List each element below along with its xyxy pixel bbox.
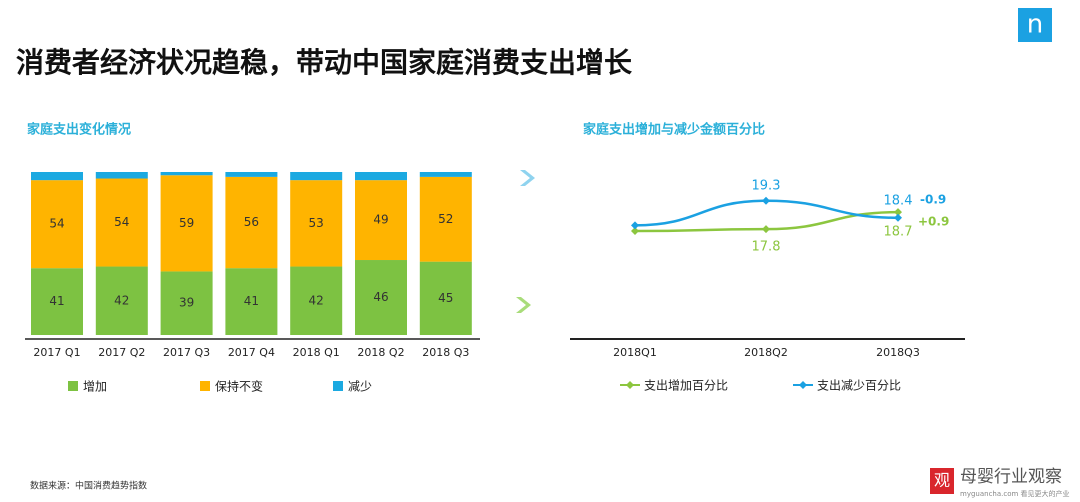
slide-title: 消费者经济状况趋稳，带动中国家庭消费支出增长 xyxy=(16,46,632,79)
chevron xyxy=(516,297,531,313)
bar-segment xyxy=(290,266,343,335)
bar-segment xyxy=(225,176,278,269)
data-label: 42 xyxy=(114,293,129,307)
chart-title: 家庭支出变化情况 xyxy=(27,122,131,138)
point xyxy=(894,213,902,222)
x-tick-label: 2018 Q3 xyxy=(422,346,469,359)
seal-box xyxy=(930,468,954,494)
x-tick-label: 2018 Q1 xyxy=(293,346,340,359)
point xyxy=(762,225,770,234)
x-tick-label: 2018Q1 xyxy=(613,346,657,359)
point xyxy=(894,208,902,217)
bar-segment xyxy=(290,172,343,181)
seal: 观 xyxy=(934,471,950,490)
point xyxy=(762,196,770,205)
source: 数据来源：中国消费趋势指数 xyxy=(30,480,147,492)
data-label: 41 xyxy=(244,294,259,308)
legend-marker xyxy=(799,381,807,389)
data-label: 41 xyxy=(49,294,64,308)
point xyxy=(631,221,639,230)
bar-segment xyxy=(419,261,472,335)
annotation: -0.9 xyxy=(920,193,946,207)
bar-segment xyxy=(95,178,148,267)
chevron xyxy=(520,170,535,186)
data-label: 54 xyxy=(49,217,64,231)
bar-segment xyxy=(160,175,213,272)
data-label: 52 xyxy=(438,212,453,226)
bar-segment xyxy=(225,172,278,177)
bar-segment xyxy=(95,266,148,335)
legend-label: 支出增加百分比 xyxy=(644,379,728,393)
bar-segment xyxy=(355,180,407,261)
chart-title: 家庭支出增加与减少金额百分比 xyxy=(583,122,765,138)
legend-label: 保持不变 xyxy=(215,379,263,394)
bar-segment xyxy=(31,180,83,269)
data-label: 53 xyxy=(309,216,324,230)
data-label: 59 xyxy=(179,216,194,230)
legend-swatch xyxy=(68,381,78,391)
legend-swatch xyxy=(200,381,210,391)
data-label: 56 xyxy=(244,215,259,229)
logo-box xyxy=(1018,8,1052,42)
bar-segment xyxy=(419,172,472,177)
watermark-site: myguancha.com 看见更大的产业 xyxy=(960,489,1070,498)
legend-label: 减少 xyxy=(348,380,372,394)
bar-segment xyxy=(225,268,278,335)
x-tick-label: 2018 Q2 xyxy=(357,346,404,359)
bar-segment xyxy=(95,172,148,179)
bar-segment xyxy=(31,268,83,335)
watermark: 母婴行业观察 xyxy=(960,467,1062,487)
bar-segment xyxy=(160,271,213,335)
data-label: 39 xyxy=(179,296,194,310)
series-line xyxy=(634,199,899,227)
x-tick-label: 2017 Q3 xyxy=(163,346,210,359)
bar-segment xyxy=(160,172,213,176)
legend-label: 支出减少百分比 xyxy=(817,379,901,393)
x-tick-label: 2017 Q2 xyxy=(98,346,145,359)
data-label: 54 xyxy=(114,215,129,229)
data-label: 17.8 xyxy=(752,240,781,255)
bar-segment xyxy=(290,180,343,267)
data-label: 42 xyxy=(309,293,324,307)
data-label: 19.3 xyxy=(752,178,781,193)
legend-marker xyxy=(626,381,634,389)
data-label: 49 xyxy=(373,213,388,227)
data-label: 18.4 xyxy=(884,193,913,208)
annotation: +0.9 xyxy=(918,215,949,229)
x-tick-label: 2018Q3 xyxy=(876,346,920,359)
point xyxy=(631,227,639,236)
legend-label: 增加 xyxy=(83,380,107,394)
data-label: 46 xyxy=(373,290,388,304)
x-tick-label: 2017 Q4 xyxy=(228,346,275,359)
bar-segment xyxy=(355,172,407,181)
logo: n xyxy=(1027,10,1043,40)
bar-segment xyxy=(355,260,407,335)
data-label: 45 xyxy=(438,291,453,305)
bar-segment xyxy=(31,172,83,181)
bar-segment xyxy=(419,176,472,262)
x-tick-label: 2017 Q1 xyxy=(33,346,80,359)
data-label: 18.7 xyxy=(884,225,913,240)
x-tick-label: 2018Q2 xyxy=(744,346,788,359)
legend-swatch xyxy=(333,381,343,391)
